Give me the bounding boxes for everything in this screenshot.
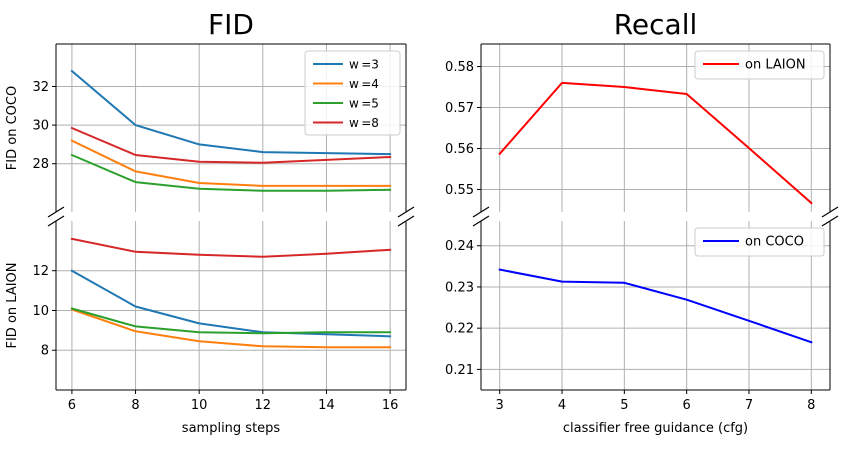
y-axis-label: FID on COCO (5, 86, 20, 170)
axis-break-mark (472, 206, 490, 218)
y-tick-label: 0.58 (445, 60, 474, 75)
x-axis-label: sampling steps (182, 421, 281, 436)
chart-title: Recall (614, 8, 698, 41)
x-tick-label: 5 (620, 398, 628, 413)
series-line-w-5 (70, 307, 392, 335)
x-tick-label: 10 (191, 398, 208, 413)
legend-label: on COCO (745, 235, 804, 250)
y-tick-label: 0.55 (445, 183, 474, 198)
x-tick-label: 4 (558, 398, 566, 413)
series-line-w-5 (70, 153, 392, 192)
axis-break-mark (821, 215, 839, 227)
x-tick-label: 6 (683, 398, 691, 413)
x-axis-label: classifier free guidance (cfg) (563, 421, 748, 436)
x-tick-label: 7 (745, 398, 753, 413)
legend-box (694, 50, 825, 80)
axis-break-mark (397, 215, 415, 227)
axis-break-mark (47, 206, 65, 218)
y-tick-label: 32 (32, 80, 49, 95)
x-tick-label: 3 (496, 398, 504, 413)
x-tick-label: 16 (382, 398, 399, 413)
legend-label: w =4 (349, 77, 379, 91)
panel-1: 3 4 5 6 7 8 0.21 0.22 0.23 0.24 on COCO (445, 221, 831, 413)
panel-0: 28 30 32 FID on COCO w =3 w =4 w =5 w =8 (5, 43, 407, 212)
series-line-w-3 (70, 69, 392, 156)
legend-label: w =3 (349, 58, 379, 72)
legend-box (304, 50, 401, 136)
series-line-w-8 (70, 126, 392, 164)
y-tick-label: 0.57 (445, 101, 474, 116)
y-tick-label: 28 (32, 157, 49, 172)
chart-title: FID (208, 8, 254, 41)
axis-break-mark (821, 206, 839, 218)
axis-break-mark (472, 215, 490, 227)
y-tick-label: 0.56 (445, 142, 474, 157)
panel-1: 6 8 10 12 14 16 8 10 12 FID on LAION (5, 221, 407, 413)
axis-break-mark (47, 215, 65, 227)
y-tick-label: 8 (41, 344, 49, 359)
chart-0: FID 28 30 32 FID on COCO w =3 w =4 w =5 w =8 6 8 10… (5, 8, 415, 436)
x-tick-label: 12 (255, 398, 272, 413)
y-tick-label: 0.23 (445, 280, 474, 295)
y-axis-label: FID on LAION (5, 262, 20, 348)
y-tick-label: 30 (32, 119, 49, 134)
x-tick-label: 6 (68, 398, 76, 413)
series-line-on-laion (498, 81, 813, 205)
y-tick-label: 0.21 (445, 363, 474, 378)
y-tick-label: 12 (32, 264, 49, 279)
series-line-on-coco (498, 268, 813, 344)
x-tick-label: 14 (318, 398, 335, 413)
panel-0: 0.55 0.56 0.57 0.58 on LAION (445, 43, 831, 212)
y-tick-label: 0.24 (445, 239, 474, 254)
legend: on COCO (694, 227, 825, 257)
chart-1: Recall 0.55 0.56 0.57 0.58 on LAION 3 4 5 6 7 8 0.21… (445, 8, 839, 436)
series-line-w-4 (70, 139, 392, 187)
series-line-w-8 (70, 237, 392, 258)
y-tick-label: 0.22 (445, 322, 474, 337)
legend-label: w =5 (349, 97, 379, 111)
series-line-w-3 (70, 269, 392, 338)
legend-label: w =8 (349, 116, 379, 130)
y-tick-label: 10 (32, 304, 49, 319)
axis-break-mark (397, 206, 415, 218)
legend-box (694, 227, 825, 257)
legend-label: on LAION (745, 58, 806, 73)
legend: on LAION (694, 50, 825, 80)
x-tick-label: 8 (131, 398, 139, 413)
series-line-w-4 (70, 308, 392, 349)
legend: w =3 w =4 w =5 w =8 (304, 50, 401, 136)
x-tick-label: 8 (807, 398, 815, 413)
